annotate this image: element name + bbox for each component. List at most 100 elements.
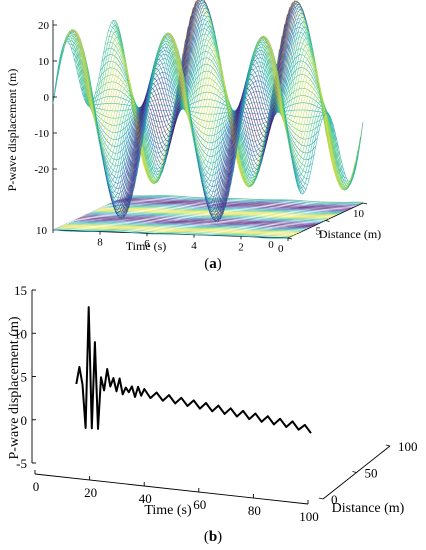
floor-contour-line [68,222,304,231]
surface-mesh-line [99,100,176,194]
surface-mesh-line [157,34,233,139]
floor-contour-line [87,213,323,223]
x-tick-label: 40 [139,491,152,506]
surface-mesh-line [219,0,296,220]
y-tick-label: 50 [365,466,378,481]
z-tick-label: 5 [21,370,28,385]
floor-contour-line [118,199,354,208]
x-tick-label: 10 [36,225,48,237]
surface-mesh-line [193,109,270,194]
z-axis-label: P-wave displacement (m) [7,316,22,459]
z-tick-label: -5 [16,456,27,471]
x-tick-label: 6 [144,238,150,250]
surface-mesh-line [167,33,244,180]
z-axis-label: P-wave displacement (m) [5,69,19,192]
floor-contour-line [125,196,361,205]
caption-a: (a) [204,256,222,272]
z-tick-label: 0 [44,92,50,104]
displacement-series-line [75,306,312,434]
floor-contour-line [116,200,352,209]
surface-mesh-line [225,1,301,208]
surface-mesh-line [264,36,340,186]
z-tick-label: 0 [21,413,28,428]
surface-mesh-line [97,106,173,188]
surface-mesh-line [209,24,285,218]
surface-mesh-line [125,0,199,215]
x-tick-label: 4 [191,240,197,252]
surface-mesh-line [136,4,212,176]
x-tick-label: 0 [268,239,274,251]
y-axis-label: Distance (m) [332,501,405,516]
z-tick-label: -10 [34,128,49,140]
surface-mesh-line [261,35,338,180]
y-tick [362,202,368,205]
surface-mesh-line [285,110,361,189]
surface-mesh-line [269,42,345,190]
caption-a-letter: a [209,256,217,272]
surface-mesh-line [94,103,171,182]
z-tick-label: 10 [14,326,27,341]
surface-mesh-line [266,38,343,189]
x-axis-label: Time (s) [126,239,167,253]
surface-mesh-line [133,1,210,189]
surface-mesh-line [282,99,359,188]
surface-mesh-line [73,29,150,179]
y-tick [325,220,330,222]
caption-b-letter: b [208,529,218,545]
surface-mesh-line [128,0,201,209]
floor-contour-line [52,229,289,239]
surface-mesh-line [154,36,231,125]
surface-mesh-line [112,26,189,214]
surface-mesh-line [230,6,306,186]
surface-mesh-line [131,0,207,200]
y-tick-label: 5 [316,226,322,238]
floor-contour-line [98,208,334,217]
surface-mesh-line [248,37,325,121]
floor-contour-line [77,218,314,227]
surface-mesh-line [222,0,298,215]
y-tick-label: 100 [398,439,418,454]
z-tick-label: 10 [38,56,50,68]
chart-b: 15 10 5 0 -5 P-wave displacement (m) 0 20 40 60 80… [0,278,426,550]
floor-contour-line [66,223,302,232]
floor-contour-line [114,201,350,210]
z-tick-label: 15 [14,283,27,298]
y-tick-label: 0 [278,243,284,255]
x-tick-label: 2 [238,241,244,253]
surface-mesh-line [123,0,198,219]
x-tick-label: 0 [33,479,40,494]
z-tick-label: 20 [38,20,50,32]
x-tick-label: 80 [248,503,261,518]
y-tick [318,497,324,500]
y-tick-label: 10 [353,208,365,220]
y-tick-label: 0 [331,492,338,507]
floor-contour-line [123,197,359,205]
x-axis-line [34,473,309,505]
surface-mesh-line [212,14,288,221]
floor-contour-line [75,219,311,228]
y-tick [287,237,293,240]
surface-mesh-line [188,103,265,183]
floor-contour-line [59,226,295,236]
surface-mesh-line [175,42,251,188]
surface-mesh-line [117,8,354,189]
chart-a: 20 10 0 -10 -20 8 6 4 2 10 0 0 5 10 P-wave displacemen… [5,0,381,272]
floor-contour-line [73,220,309,229]
floor-contour-line [100,207,336,216]
floor-contour-line [91,212,327,221]
floor-contour-line [57,227,293,237]
x-tick-label: 60 [193,497,206,512]
floor-contour-line [127,195,364,204]
caption-b: (b) [203,529,223,545]
y-tick [385,444,391,447]
surface-mesh-line [115,15,191,217]
x-tick-label: 20 [84,485,97,500]
x-axis-label: Time (s) [144,503,192,518]
floor-contour-line [109,203,345,212]
floor-contour-line [89,213,325,222]
surface-mesh-line [81,43,157,184]
floor-contour-line [62,225,298,235]
surface-mesh-line [287,112,364,195]
floor-contour-line [121,198,357,207]
